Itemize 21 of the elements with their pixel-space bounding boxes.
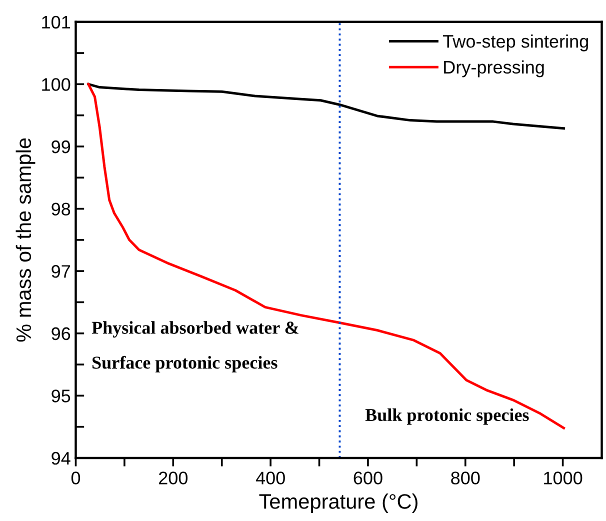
x-axis-title: Temeprature (°C): [259, 494, 418, 513]
annotation: Physical absorbed water &: [92, 321, 298, 338]
x-tick-label: 1000: [544, 472, 582, 484]
annotation: Surface protonic species: [92, 356, 278, 372]
y-tick-label: 101: [42, 16, 70, 29]
annotation: Bulk protonic species: [365, 408, 529, 425]
legend-label: Dry-pressing: [444, 60, 544, 78]
y-tick-label: 94: [52, 452, 70, 465]
x-tick-label: 800: [451, 472, 480, 484]
y-tick-label: 96: [52, 327, 70, 340]
x-tick-label: 200: [159, 472, 188, 484]
x-tick-label: 0: [71, 472, 80, 484]
y-tick-label: 100: [42, 78, 70, 91]
legend-label: Two-step sintering: [443, 34, 588, 52]
y-tick-label: 98: [52, 202, 70, 216]
y-axis-title: % mass of the sample: [16, 138, 36, 342]
y-tick-label: 99: [52, 140, 70, 154]
x-tick-label: 400: [256, 472, 285, 484]
y-tick-label: 97: [52, 265, 70, 278]
y-tick-label: 95: [52, 390, 70, 402]
x-tick-label: 600: [354, 472, 382, 484]
